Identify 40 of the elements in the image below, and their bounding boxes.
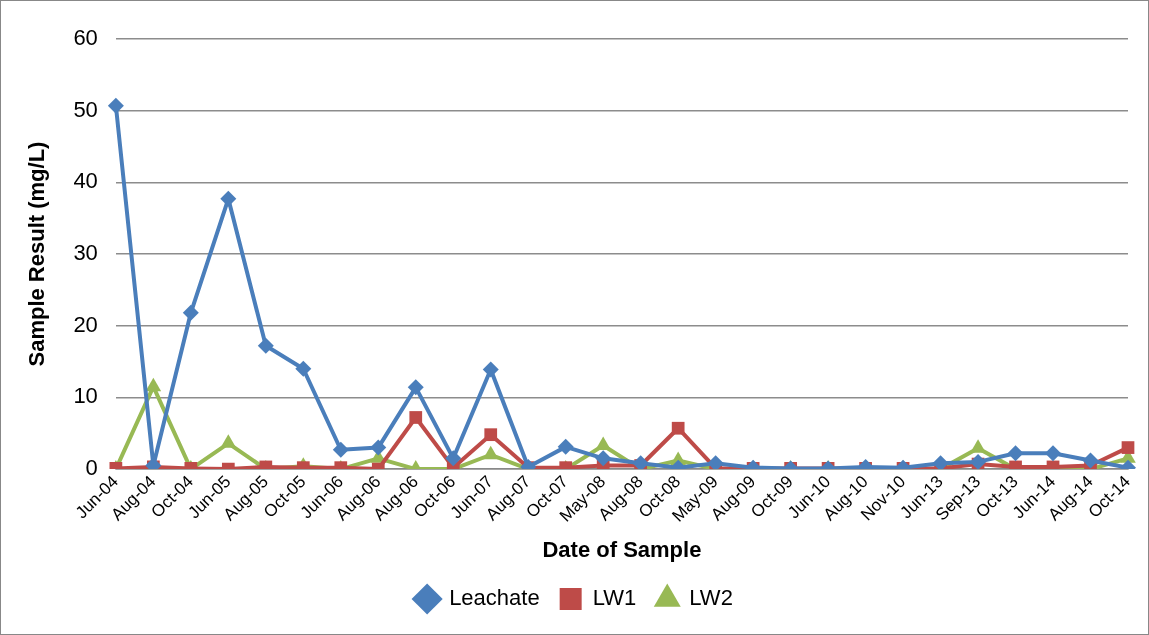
point — [370, 439, 387, 456]
y-tick-label: 50 — [73, 96, 98, 122]
point — [182, 304, 199, 321]
point — [445, 450, 462, 467]
point — [932, 455, 949, 470]
point — [1045, 445, 1062, 462]
point — [482, 361, 499, 378]
point — [409, 411, 423, 424]
point — [220, 434, 237, 448]
point — [632, 455, 649, 470]
point — [107, 97, 124, 114]
point — [557, 438, 574, 455]
point — [595, 450, 612, 467]
y-tick-label: 30 — [73, 240, 98, 266]
point — [332, 441, 349, 458]
x-axis-title: Date of Sample — [542, 536, 702, 562]
point — [595, 436, 611, 450]
point — [482, 445, 499, 460]
point — [707, 455, 724, 470]
y-tick-label: 60 — [73, 25, 98, 51]
point — [484, 428, 498, 442]
y-tick-label: 10 — [73, 383, 98, 409]
point — [970, 439, 986, 453]
y-tick-label: 0 — [85, 455, 98, 481]
legend-label: Leachate — [449, 585, 540, 611]
y-tick-label: 20 — [73, 311, 98, 337]
point — [1082, 452, 1099, 469]
legend-label: LW2 — [689, 585, 733, 611]
y-tick-label: 40 — [73, 168, 98, 194]
point — [257, 337, 274, 354]
point — [671, 421, 685, 435]
point — [1007, 445, 1024, 462]
point — [1121, 441, 1135, 454]
point — [295, 360, 312, 377]
point — [220, 190, 237, 207]
point — [145, 377, 162, 392]
y-axis-title: Sample Result (mg/L) — [24, 141, 50, 367]
legend-label: LW1 — [592, 585, 637, 611]
point — [970, 453, 987, 470]
point — [407, 379, 424, 396]
